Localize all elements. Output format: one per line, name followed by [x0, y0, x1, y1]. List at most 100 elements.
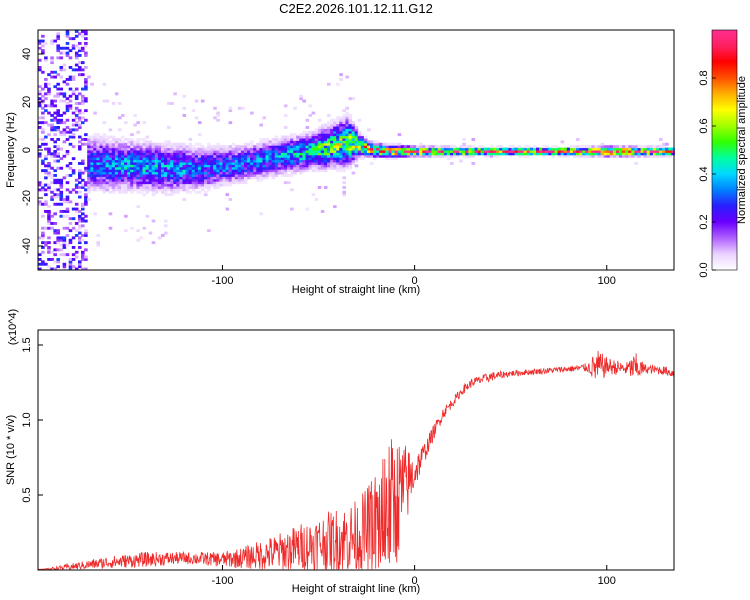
spectrogram-cell — [44, 109, 48, 113]
spectrogram-cell — [90, 176, 94, 180]
spectrogram-cell — [124, 188, 128, 192]
spectrogram-cell — [197, 154, 202, 158]
spectrogram-cell — [121, 171, 125, 175]
spectrogram-cell — [53, 118, 57, 122]
spectrogram-cell — [311, 164, 316, 168]
spectrogram-cell — [397, 152, 402, 156]
spectrogram-cell — [397, 142, 402, 146]
spectrogram-cell — [265, 171, 270, 175]
spectrogram-cell — [330, 140, 334, 144]
spectrogram-cell — [342, 123, 346, 127]
spectrogram-cell — [173, 181, 177, 185]
spectrogram-cell — [428, 154, 432, 158]
spectrogram-cell — [219, 145, 223, 149]
spectrogram-cell — [81, 171, 85, 175]
spectrogram-cell — [256, 147, 260, 151]
spectrogram-cell — [41, 162, 45, 165]
spectrogram-cell — [259, 138, 263, 141]
spectrogram-cell — [87, 140, 91, 144]
spectrogram-cell — [526, 152, 531, 156]
spectrogram-cell — [247, 157, 251, 161]
spectrogram-cell — [228, 157, 233, 161]
spectrogram-cell — [293, 145, 297, 149]
spectrogram-cell — [317, 154, 322, 158]
spectrogram-cell — [121, 181, 125, 185]
spectrogram-cell — [41, 106, 45, 110]
spectrogram-cell — [225, 171, 230, 175]
spectrogram-cell — [342, 169, 346, 173]
spectrogram-cell — [96, 181, 100, 185]
spectrogram-cell — [511, 147, 515, 151]
spectrogram-cell — [84, 214, 88, 218]
spectrogram-cell — [397, 150, 402, 153]
spectrogram-cell — [44, 121, 48, 125]
spectrogram-cell — [157, 176, 162, 180]
spectrogram-cell — [290, 145, 294, 149]
spectrogram-cell — [127, 164, 131, 168]
spectrogram-cell — [419, 145, 423, 149]
spectrogram-cell — [274, 157, 279, 161]
spectrogram-cell — [139, 159, 144, 163]
spectrogram-cell — [320, 142, 325, 146]
spectrogram-cell — [145, 190, 150, 194]
spectrogram-cell — [117, 183, 122, 187]
spectrogram-cell — [585, 147, 589, 151]
spectrogram-cell — [520, 150, 525, 153]
spectrogram-cell — [71, 37, 76, 41]
spectrogram-cell — [234, 154, 239, 158]
spectrogram-cell — [403, 154, 408, 158]
spectrogram-cell — [323, 164, 328, 168]
spectrogram-cell — [333, 147, 337, 151]
spectrogram-cell — [373, 145, 377, 149]
spectrogram-cell — [59, 133, 64, 137]
spectrogram-cell — [194, 116, 199, 120]
spectrogram-cell — [105, 178, 110, 182]
spectrogram-cell — [185, 164, 190, 168]
spectrogram-cell — [121, 169, 125, 173]
spectrogram-cell — [262, 116, 266, 120]
spectrogram-cell — [296, 147, 300, 151]
spectrogram-cell — [157, 181, 162, 185]
spectrogram-cell — [308, 130, 313, 134]
spectrogram-cell — [655, 154, 660, 158]
spectrogram-cell — [311, 166, 316, 170]
spectrogram-cell — [462, 147, 466, 151]
spectrogram-cell — [388, 147, 393, 151]
spectrogram-cell — [87, 171, 91, 175]
spectrogram-cell — [379, 152, 383, 156]
spectrogram-cell — [111, 142, 116, 146]
spectrogram-cell — [154, 147, 159, 151]
spectrogram-cell — [38, 181, 42, 185]
spectrogram-cell — [185, 174, 190, 177]
spectrogram-cell — [74, 116, 79, 120]
spectrogram-cell — [105, 169, 110, 173]
spectrogram-cell — [154, 152, 159, 156]
spectrogram-cell — [345, 142, 349, 146]
spectrogram-cell — [93, 183, 97, 187]
spectrogram-cell — [65, 188, 70, 192]
spectrogram-cell — [41, 188, 45, 192]
spectrogram-cell — [351, 150, 356, 153]
spectrogram-cell — [305, 207, 310, 211]
spectrogram-cell — [320, 140, 325, 144]
spectrogram-cell — [53, 195, 57, 199]
spectrogram-cell — [247, 162, 251, 165]
spectrogram-cell — [78, 147, 82, 151]
spectrogram-cell — [277, 166, 282, 170]
spectrogram-cell — [38, 99, 42, 103]
spectrogram-cell — [459, 147, 463, 151]
spectrogram-cell — [320, 133, 325, 137]
spectrogram-cell — [53, 126, 57, 129]
spectrogram-cell — [50, 166, 54, 170]
spectrogram-cell — [157, 166, 162, 170]
spectrogram-cell — [41, 99, 45, 103]
spectrogram-cell — [207, 159, 211, 163]
spectrogram-cell — [81, 73, 85, 77]
spectrogram-cell — [121, 154, 125, 158]
spectrogram-cell — [114, 138, 119, 141]
spectrogram-cell — [336, 150, 340, 153]
spectrogram-cell — [148, 174, 153, 177]
spectrogram-cell — [317, 133, 322, 137]
spectrogram-cell — [345, 154, 349, 158]
spectrogram-cell — [130, 188, 134, 192]
